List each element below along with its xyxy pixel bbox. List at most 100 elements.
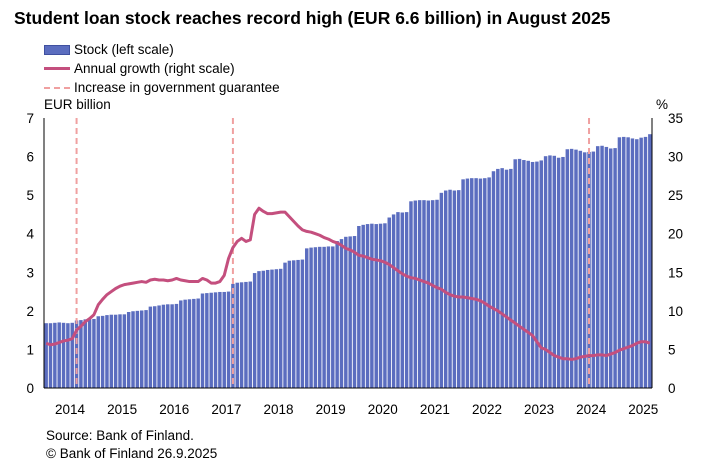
stock-bar (213, 292, 218, 388)
legend: Stock (left scale) Annual growth (right … (44, 40, 280, 97)
stock-bar (57, 322, 61, 388)
stock-bar (265, 269, 270, 388)
stock-bar (244, 281, 248, 388)
stock-bar (400, 212, 405, 388)
stock-bar (66, 323, 70, 388)
stock-bar (591, 151, 596, 388)
stock-bar (604, 146, 609, 388)
stock-bar (526, 160, 530, 388)
stock-bar (96, 316, 101, 388)
stock-bar (409, 201, 413, 388)
axes (43, 118, 653, 389)
stock-bar (461, 179, 465, 388)
stock-bar (113, 314, 118, 388)
stock-bar (239, 282, 244, 388)
stock-bar (344, 236, 348, 388)
stock-bar (157, 305, 161, 388)
stock-bar (617, 137, 622, 388)
guarantee-lines (75, 118, 591, 388)
stock-bar (231, 283, 235, 388)
right-y-tick-label: 25 (668, 188, 683, 203)
stock-bar (626, 137, 630, 388)
stock-bar (535, 161, 539, 388)
stock-bar (166, 304, 170, 388)
stock-bar (391, 214, 396, 388)
legend-swatch-line (44, 67, 70, 70)
stock-bar (513, 159, 517, 388)
stock-bar (283, 262, 287, 388)
stock-bar (278, 268, 283, 388)
stock-bar (457, 190, 461, 388)
stock-bar (235, 282, 239, 388)
stock-bar (539, 160, 543, 388)
stock-bar (335, 241, 339, 388)
x-tick-label: 2020 (368, 402, 398, 417)
stock-bar (643, 136, 648, 388)
stock-bar (452, 190, 457, 388)
stock-bar (352, 236, 357, 388)
stock-bar (322, 246, 326, 388)
stock-bar (478, 178, 483, 388)
stock-bar (448, 189, 452, 388)
stock-bar (61, 322, 66, 388)
stock-bar (313, 247, 318, 388)
x-tick-label: 2016 (159, 402, 189, 417)
stock-bar (296, 259, 300, 388)
x-tick-label: 2015 (107, 402, 137, 417)
x-tick-label: 2014 (55, 402, 86, 417)
x-tick-label: 2022 (472, 402, 502, 417)
stock-bar (378, 223, 383, 388)
left-y-tick-label: 1 (26, 342, 34, 357)
x-tick-label: 2017 (211, 402, 241, 417)
stock-bar (522, 160, 526, 388)
stock-bar (487, 177, 491, 388)
growth-line (45, 206, 651, 361)
x-tick-label: 2018 (263, 402, 293, 417)
stock-bar (582, 152, 587, 388)
stock-bar (556, 157, 561, 388)
stock-bar (574, 149, 578, 388)
stock-bar (270, 269, 274, 388)
stock-bar (48, 323, 53, 388)
legend-label-growth: Annual growth (right scale) (74, 61, 235, 76)
stock-bar (257, 271, 261, 388)
stock-bar (548, 155, 552, 388)
stock-bar (331, 246, 335, 388)
stock-bar (218, 291, 222, 388)
stock-bar (565, 149, 570, 388)
stock-bar (470, 178, 474, 388)
stock-bar (504, 169, 509, 388)
stock-bar (622, 136, 626, 388)
stock-bar (122, 314, 127, 388)
stock-bar (348, 236, 352, 388)
stock-bar (426, 200, 431, 388)
stock-bar (222, 291, 226, 388)
stock-bar (339, 239, 344, 388)
stock-bar (404, 212, 409, 388)
stock-bar (443, 190, 448, 388)
stock-bar (148, 306, 153, 388)
stock-bar (153, 306, 157, 388)
stock-bar (139, 310, 144, 388)
right-y-tick-label: 5 (668, 342, 676, 357)
legend-label-guarantee: Increase in government guarantee (74, 80, 280, 95)
stock-bar (357, 226, 361, 388)
stock-bar (105, 315, 109, 388)
stock-bar (274, 269, 279, 388)
stock-bar (430, 200, 435, 388)
stock-bar (569, 148, 574, 388)
stock-bar (144, 310, 148, 388)
left-y-tick-label: 6 (26, 150, 34, 165)
stock-bar (87, 319, 92, 388)
stock-bar (183, 299, 187, 388)
stock-bar (530, 161, 535, 388)
source-note: Source: Bank of Finland. (46, 428, 194, 443)
stock-bar (161, 304, 166, 388)
stock-bar (92, 318, 96, 388)
stock-bar (552, 155, 557, 388)
stock-bar (500, 168, 504, 388)
stock-bar (383, 223, 387, 388)
stock-bar (422, 200, 426, 388)
